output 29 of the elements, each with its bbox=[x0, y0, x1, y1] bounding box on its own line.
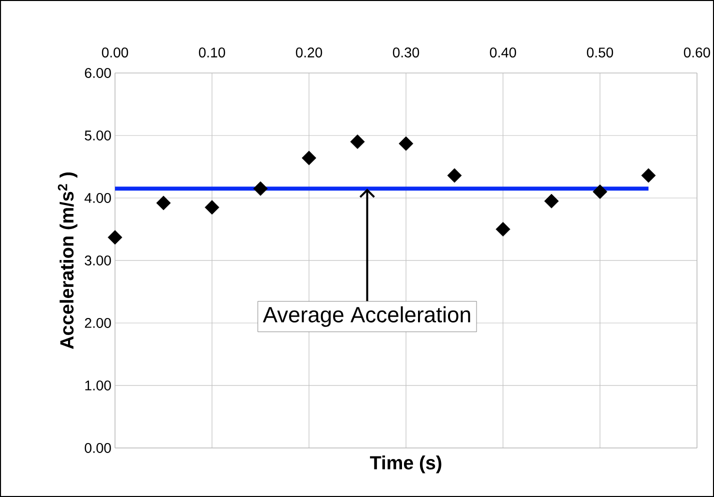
y-tick-label: 4.00 bbox=[84, 193, 111, 203]
y-axis-title: Acceleration (m/s$^{2}$ ) bbox=[58, 172, 78, 349]
x-tick-label: 0.20 bbox=[296, 48, 322, 58]
y-tick-label: 1.00 bbox=[85, 380, 111, 390]
y-tick-label: 3.00 bbox=[84, 256, 111, 266]
y-tick-label: 5.00 bbox=[84, 130, 111, 140]
y-tick-label: 0.00 bbox=[84, 443, 111, 453]
point bbox=[592, 184, 608, 200]
y-tick-label: 2.00 bbox=[84, 318, 111, 328]
annotation: Average Acceleration bbox=[262, 306, 470, 327]
point bbox=[350, 134, 365, 150]
y-tick-label: 6.00 bbox=[84, 68, 111, 78]
x-tick-label: 0.60 bbox=[684, 48, 710, 58]
point bbox=[447, 168, 462, 183]
point bbox=[204, 200, 220, 215]
point bbox=[398, 136, 414, 151]
x-tick-label: 0.10 bbox=[198, 48, 226, 58]
x-tick-label: 0.50 bbox=[586, 48, 614, 58]
x-tick-label: 0.40 bbox=[490, 48, 516, 58]
x-axis-title: Time (s) bbox=[370, 456, 442, 474]
point bbox=[156, 196, 171, 210]
x-tick-label: 0.30 bbox=[392, 48, 420, 58]
point bbox=[108, 230, 122, 245]
x-tick-label: 0.00 bbox=[102, 48, 128, 58]
point bbox=[253, 181, 268, 196]
point bbox=[641, 168, 656, 183]
point bbox=[544, 194, 559, 208]
point bbox=[302, 150, 316, 166]
point bbox=[496, 222, 510, 237]
